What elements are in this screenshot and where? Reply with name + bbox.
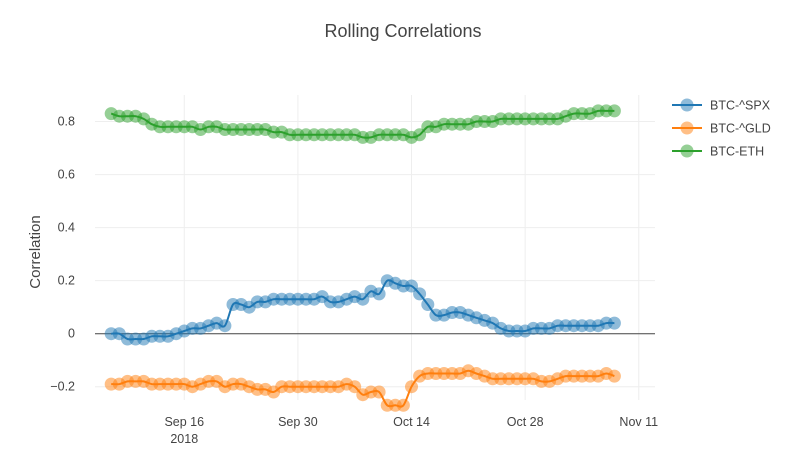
legend-label: BTC-ETH xyxy=(710,145,764,159)
x-tick-sublabel: 2018 xyxy=(170,432,198,446)
x-tick-label: Nov 11 xyxy=(619,415,658,429)
grid-layer xyxy=(95,95,655,400)
series-layer xyxy=(104,104,621,412)
legend-item[interactable]: BTC-^SPX xyxy=(672,98,771,113)
legend-marker-swatch xyxy=(680,121,694,135)
y-tick-label: 0.2 xyxy=(58,274,75,288)
legend-marker-swatch xyxy=(680,98,694,112)
series-line xyxy=(110,109,615,139)
series-btc-gld xyxy=(104,364,621,412)
legend-item[interactable]: BTC-^GLD xyxy=(672,121,771,136)
chart-title: Rolling Correlations xyxy=(324,21,481,41)
axis-layer: −0.2 0 0.2 0.4 0.6 0.8 Sep 16 2018 Sep 30 Oct 14 O… xyxy=(50,115,658,446)
y-tick-label: 0 xyxy=(68,327,75,341)
y-tick-label: −0.2 xyxy=(50,380,75,394)
x-tick-label: Sep 30 xyxy=(278,415,318,429)
x-tick-label: Oct 14 xyxy=(393,415,430,429)
x-tick-label: Oct 28 xyxy=(507,415,544,429)
y-tick-label: 0.4 xyxy=(58,221,75,235)
legend: BTC-^SPX BTC-^GLD BTC-ETH xyxy=(672,98,771,159)
series-btc-spx xyxy=(104,274,621,346)
legend-label: BTC-^SPX xyxy=(710,99,771,113)
legend-marker-swatch xyxy=(680,144,694,158)
y-axis-title: Correlation xyxy=(27,215,44,288)
y-tick-label: 0.8 xyxy=(58,115,75,129)
series-btc-eth xyxy=(104,104,621,144)
series-line xyxy=(111,369,615,408)
y-tick-label: 0.6 xyxy=(58,168,75,182)
series-line xyxy=(111,279,615,341)
x-tick-label: Sep 16 xyxy=(164,415,204,429)
legend-label: BTC-^GLD xyxy=(710,122,771,136)
legend-item[interactable]: BTC-ETH xyxy=(672,144,764,159)
